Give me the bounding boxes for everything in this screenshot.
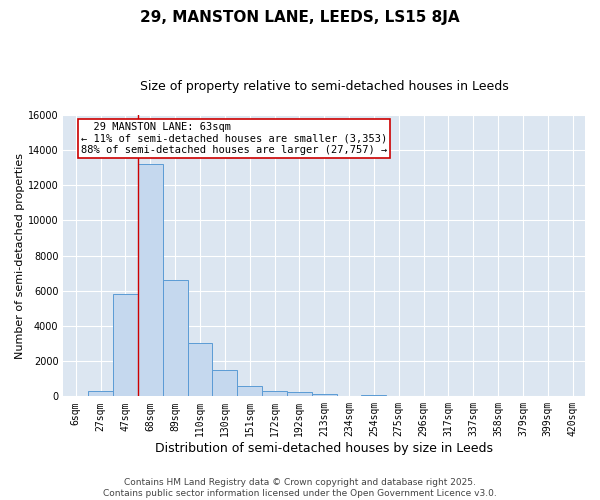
Bar [361, 395, 386, 396]
Bar [163, 280, 188, 396]
Bar [188, 342, 212, 396]
Bar [138, 164, 163, 396]
Bar [262, 392, 287, 396]
Bar [88, 391, 113, 396]
Title: Size of property relative to semi-detached houses in Leeds: Size of property relative to semi-detach… [140, 80, 509, 93]
Bar [113, 294, 138, 396]
X-axis label: Distribution of semi-detached houses by size in Leeds: Distribution of semi-detached houses by … [155, 442, 493, 455]
Text: 29, MANSTON LANE, LEEDS, LS15 8JA: 29, MANSTON LANE, LEEDS, LS15 8JA [140, 10, 460, 25]
Bar [237, 386, 262, 396]
Bar [287, 392, 312, 396]
Bar [312, 394, 337, 396]
Text: 29 MANSTON LANE: 63sqm
← 11% of semi-detached houses are smaller (3,353)
88% of : 29 MANSTON LANE: 63sqm ← 11% of semi-det… [81, 122, 387, 155]
Y-axis label: Number of semi-detached properties: Number of semi-detached properties [15, 152, 25, 358]
Bar [212, 370, 237, 396]
Text: Contains HM Land Registry data © Crown copyright and database right 2025.
Contai: Contains HM Land Registry data © Crown c… [103, 478, 497, 498]
